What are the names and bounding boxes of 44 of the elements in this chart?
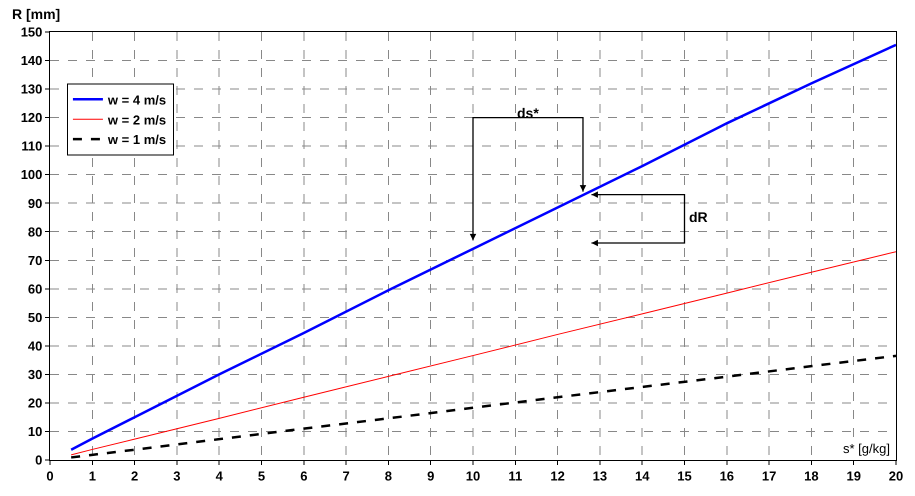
legend-label: w = 4 m/s [106,92,166,108]
x-tick-label: 1 [88,468,96,484]
y-tick-label: 130 [20,82,42,97]
line-series [70,251,896,456]
x-tick-label: 6 [300,468,308,484]
x-tick-label: 12 [550,468,565,484]
y-axis-title: R [mm] [12,6,60,22]
x-tick-label: 14 [634,468,650,484]
x-tick-label: 11 [508,468,522,484]
x-tick-label: 0 [46,468,54,484]
x-tick-label: 13 [592,468,608,484]
annotation: dR [689,209,708,225]
y-tick-label: 0 [35,452,42,468]
x-tick-label: 16 [720,468,734,484]
x-tick-label: 5 [258,468,266,484]
legend-label: w = 1 m/s [106,132,166,148]
x-tick-label: 3 [173,468,181,484]
y-tick-label: 80 [28,224,42,240]
x-tick-label: 17 [762,468,776,484]
y-tick-label: 150 [20,24,42,40]
x-tick-label: 9 [427,468,434,484]
y-tick-label: 10 [28,424,42,440]
y-tick-label: 30 [28,366,42,382]
y-tick-label: 60 [28,281,42,296]
x-tick-label: 8 [384,468,392,484]
x-tick-label: 20 [888,468,904,484]
y-tick-label: 140 [20,53,42,68]
y-tick-label: 110 [21,138,42,154]
x-tick-label: 15 [677,468,692,484]
y-tick-label: 70 [28,252,42,268]
x-tick-label: 19 [846,468,861,484]
y-tick-label: 90 [28,196,42,211]
y-tick-label: 100 [20,167,42,182]
y-tick-label: 20 [28,395,42,410]
x-tick-label: 2 [130,468,138,484]
x-tick-label: 10 [466,468,480,484]
x-tick-label: 18 [804,468,819,484]
legend-label: w = 2 m/s [106,112,166,128]
y-tick-label: 40 [28,338,42,354]
x-tick-label: 7 [342,468,350,484]
x-axis-title: s* [g/kg] [843,441,890,456]
y-tick-label: 120 [20,110,42,126]
y-tick-label: 50 [28,310,42,325]
x-tick-label: 4 [216,468,224,484]
